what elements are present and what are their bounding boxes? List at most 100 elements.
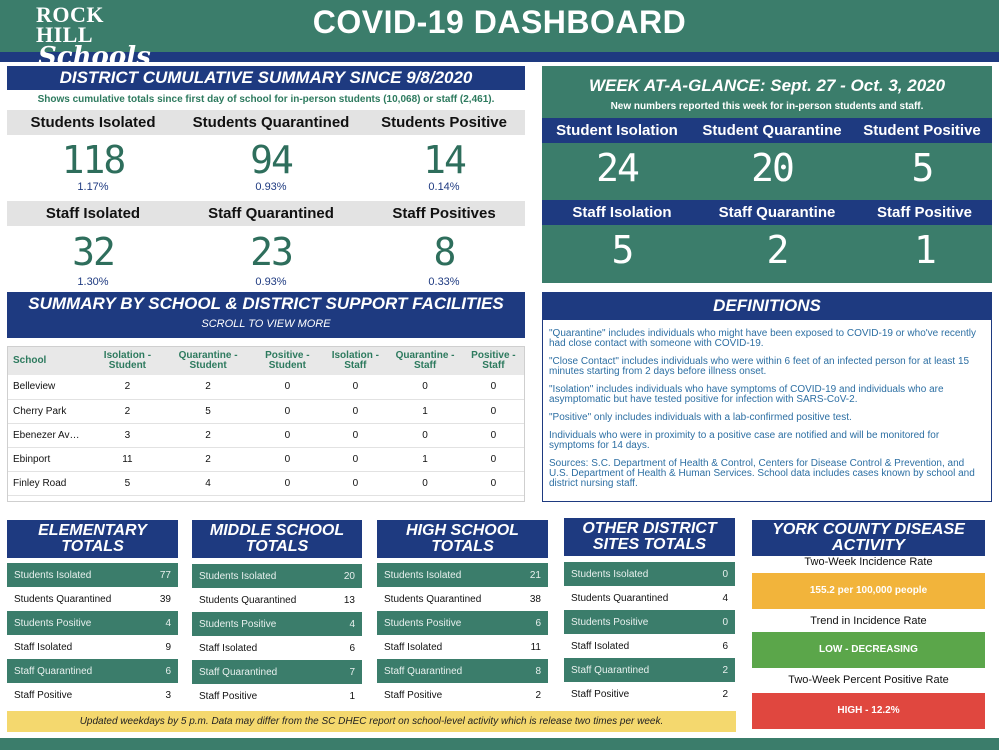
students-isolated-label: Students Isolated [30,114,156,131]
list-item: Staff Quarantined 8 [377,659,548,683]
totals-title-line2: SITES TOTALS [592,536,707,553]
totals-label: Students Quarantined [14,593,112,605]
list-item: Students Quarantined 38 [377,587,548,611]
students-quarantined-pct: 0.93% [255,181,287,193]
totals-label: Students Positive [571,616,649,628]
week-student-positive-label: Student Positive [863,122,981,139]
table-row: Ebinport 11 2 0 0 1 0 [8,447,524,472]
week-student-isolation-value: 24 [596,146,640,190]
elementary-totals-panel: ELEMENTARY TOTALS Students Isolated 77 St… [7,520,178,707]
totals-value: 0 [722,568,728,580]
staff-positives-value: 8 [433,230,457,274]
students-quarantined-value: 94 [250,138,294,182]
table-cell: 2 [90,399,165,424]
column-header[interactable]: Positive - Staff [462,347,524,375]
totals-value: 6 [349,642,355,654]
totals-label: Students Quarantined [571,592,669,604]
totals-value: 77 [159,569,171,581]
totals-label: Staff Isolated [199,642,258,654]
totals-value: 20 [343,570,355,582]
totals-value: 8 [535,665,541,677]
totals-value: 4 [349,618,355,630]
definition-close-contact: "Close Contact" includes individuals who… [549,356,970,377]
totals-label: Staff Isolated [384,641,443,653]
week-at-a-glance-panel [542,66,992,283]
students-label-row [7,110,525,135]
staff-quarantined-pct: 0.93% [255,276,287,288]
table-cell: 0 [251,399,324,424]
totals-value: 2 [535,689,541,701]
footer-bar [0,738,999,750]
week-title: WEEK AT-A-GLANCE: Sept. 27 - Oct. 3, 202… [588,76,946,95]
column-header[interactable]: Positive - Student [251,347,324,375]
column-header[interactable]: Isolation - Student [90,347,165,375]
york-title-line2: ACTIVITY [832,537,905,554]
table-cell: 11 [90,447,165,472]
table-cell: Ebenezer Av… [8,423,90,448]
school-summary-table[interactable]: School Isolation - Student Quarantine - … [7,346,525,502]
staff-quarantined-label: Staff Quarantined [208,205,334,222]
table-cell: 0 [323,447,388,472]
staff-isolated-label: Staff Isolated [45,205,141,222]
totals-value: 9 [165,641,171,653]
students-isolated-pct: 1.17% [77,181,109,193]
list-item: Staff Quarantined 2 [564,658,735,682]
table-cell: 2 [164,423,252,448]
students-positive-pct: 0.14% [428,181,460,193]
other-district-totals-title: OTHER DISTRICT SITES TOTALS [564,518,735,556]
staff-isolated-pct: 1.30% [77,276,109,288]
totals-value: 21 [529,569,541,581]
week-staff-isolation-value: 5 [611,228,635,272]
definition-quarantine: "Quarantine" includes individuals who mi… [549,328,977,349]
totals-value: 3 [165,689,171,701]
definition-sources: Sources: S.C. Department of Health & Con… [549,458,975,489]
table-cell: 0 [251,423,324,448]
week-students-label-row [542,118,992,143]
definition-positive: "Positive" only includes individuals wit… [549,412,852,423]
table-header-row: School Isolation - Student Quarantine - … [8,347,524,375]
totals-title-line1: ELEMENTARY [38,522,147,539]
week-staff-quarantine-value: 2 [766,228,790,272]
totals-label: Students Isolated [384,569,462,581]
totals-label: Staff Isolated [571,640,630,652]
list-item: Students Positive 6 [377,611,548,635]
totals-value: 39 [159,593,171,605]
staff-quarantined-value: 23 [250,230,294,274]
table-cell: 0 [462,375,524,400]
table-cell: 2 [164,447,252,472]
column-header[interactable]: School [8,347,90,375]
totals-value: 0 [722,616,728,628]
totals-label: Students Positive [199,618,277,630]
york-title-line1: YORK COUNTY DISEASE [772,521,965,538]
totals-value: 2 [722,664,728,676]
definition-monitoring: Individuals who were in proximity to a p… [549,430,940,451]
column-header[interactable]: Quarantine - Student [164,347,252,375]
week-staff-quarantine-label: Staff Quarantine [718,204,836,221]
column-header[interactable]: Quarantine - Staff [387,347,463,375]
totals-value: 4 [722,592,728,604]
table-cell: 5 [164,399,252,424]
week-student-quarantine-value: 20 [751,146,795,190]
totals-label: Students Isolated [571,568,649,580]
table-cell: 0 [462,399,524,424]
table-cell: 1 [387,447,463,472]
totals-value: 4 [165,617,171,629]
list-item: Staff Quarantined 6 [7,659,178,683]
totals-label: Students Quarantined [199,594,297,606]
totals-label: Staff Isolated [14,641,73,653]
column-header[interactable]: Isolation - Staff [323,347,388,375]
students-positive-value: 14 [423,138,467,182]
table-cell: 0 [323,471,388,496]
totals-label: Staff Positive [199,690,258,702]
list-item: Students Isolated 21 [377,563,548,587]
table-cell: 0 [387,375,463,400]
list-item: Staff Isolated 6 [192,636,362,660]
table-cell: 0 [251,375,324,400]
list-item: Staff Positive 1 [192,684,362,708]
rock-hill-schools-logo[interactable]: ROCK HILL Schools [36,4,166,71]
totals-label: Staff Positive [14,689,73,701]
list-item: Students Positive 0 [564,610,735,634]
totals-label: Staff Positive [384,689,443,701]
elementary-totals-title: ELEMENTARY TOTALS [7,520,178,558]
totals-label: Students Quarantined [384,593,482,605]
